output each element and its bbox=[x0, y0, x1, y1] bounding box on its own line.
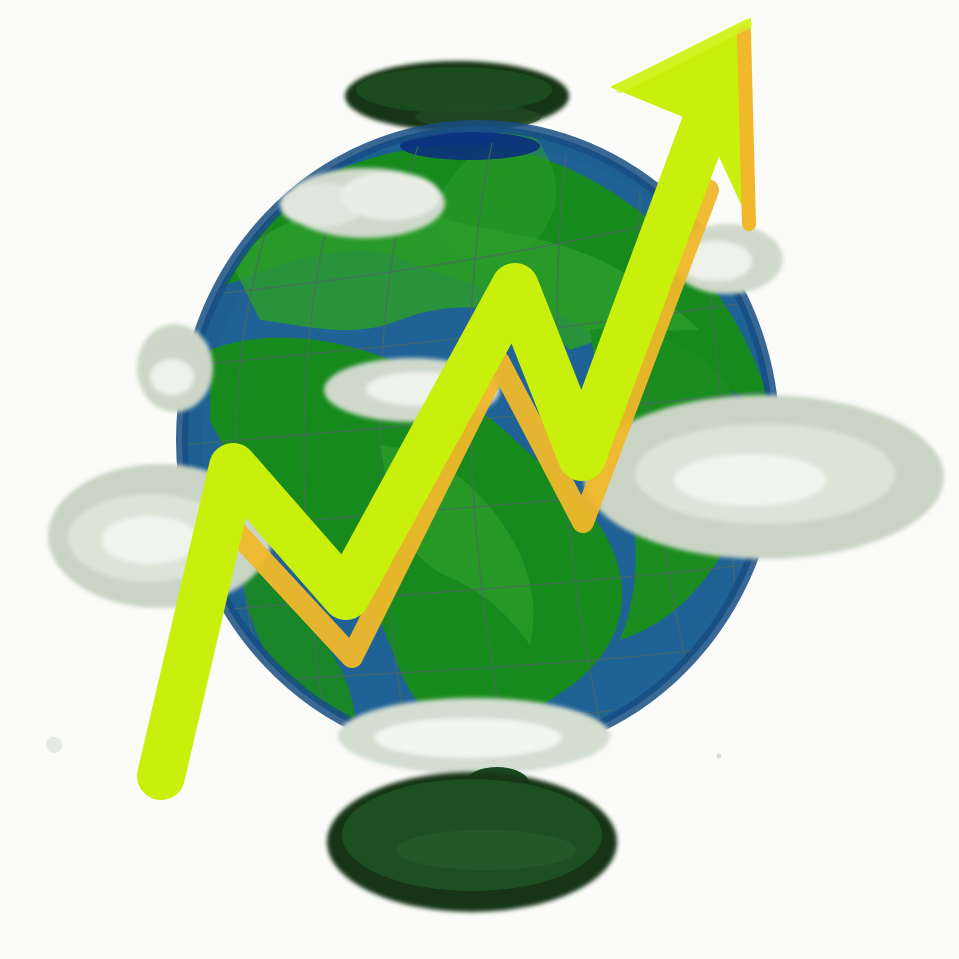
cloud-icon-right-large bbox=[584, 395, 944, 559]
cloud-icon-top bbox=[280, 168, 445, 238]
globe-bottom-stand bbox=[327, 767, 617, 912]
globe-north-pole-shadow bbox=[400, 132, 540, 160]
cloud-icon-bottom bbox=[338, 698, 610, 774]
globe-top-cap bbox=[345, 61, 569, 131]
decorative-speck bbox=[46, 737, 62, 753]
decorative-speck-small bbox=[716, 753, 722, 759]
cloud-icon-left-small bbox=[137, 324, 213, 412]
trend-up-arrow-icon bbox=[137, 18, 756, 800]
